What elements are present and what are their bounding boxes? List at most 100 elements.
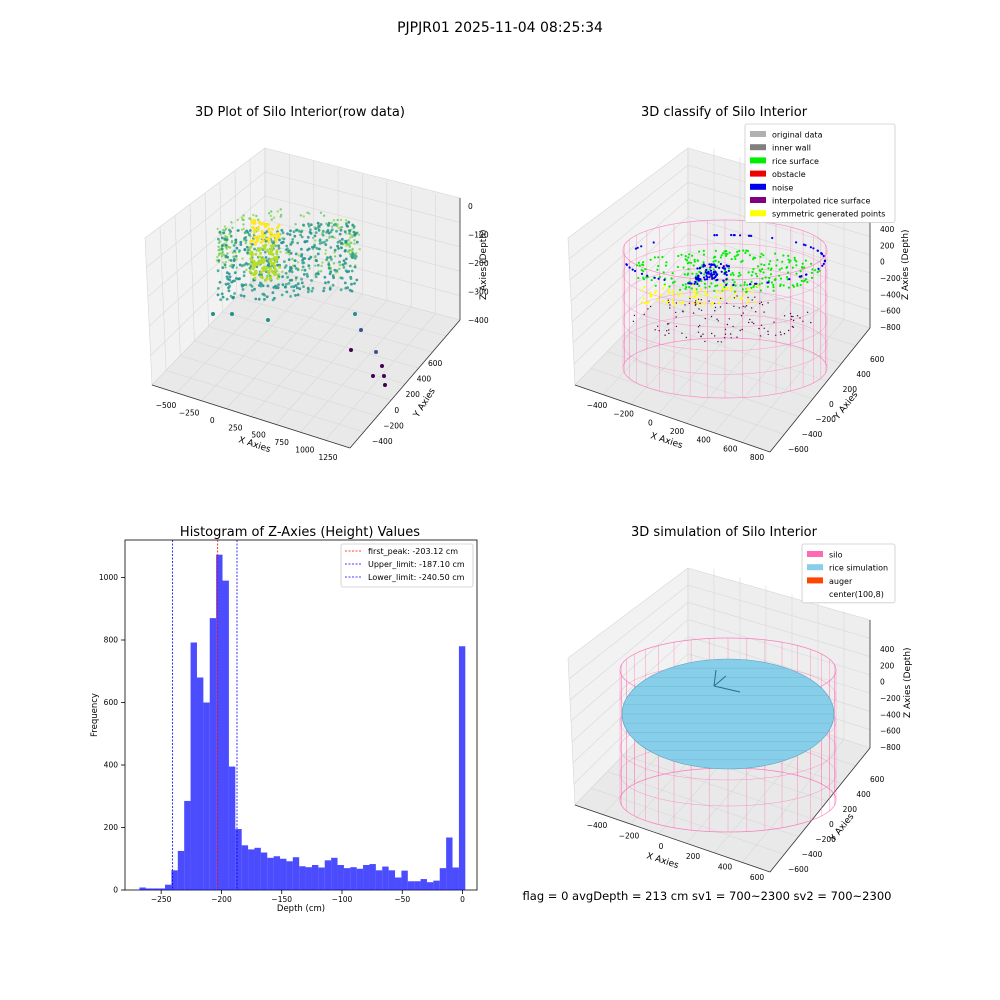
data-point [270,218,273,221]
data-point [307,222,310,226]
rice-surface-point [654,284,657,287]
z-tick-label: −200 [880,274,901,283]
data-point [330,228,334,232]
interpolated-point [643,313,645,316]
grid-line [300,306,412,433]
data-point [284,248,288,252]
interpolated-point [716,318,718,320]
grid-line [572,233,689,344]
symmetric-point [665,301,668,305]
data-point [273,264,277,268]
symmetric-point [697,302,700,305]
data-point [241,288,245,291]
rice-surface-point [653,256,657,259]
data-point [337,247,340,250]
data-point [302,273,306,276]
data-point [353,282,356,285]
interpolated-point [688,302,691,304]
histogram-bar [152,888,159,890]
data-point [297,254,301,257]
noise-point [747,234,751,237]
histogram-ticks: −250 −200 −150 −100 −50 0 0 200 400 600 800 1000 [99,573,465,904]
data-point [218,230,222,234]
data-point [313,234,317,238]
data-point [300,230,303,234]
data-point [342,266,346,269]
data-point [289,229,292,233]
noise-point [788,278,791,281]
data-point [265,276,269,280]
interpolated-point [806,311,809,313]
data-point [332,223,336,227]
noise-point [652,241,655,244]
rice-surface-point [782,284,785,287]
rice-surface-point [687,272,690,275]
histogram-bar [273,856,281,890]
rice-surface-point [703,273,706,276]
interpolated-point [759,335,762,337]
data-point [257,221,261,224]
y-tick-label: 200 [843,805,858,814]
symmetric-point [654,292,657,295]
data-point [224,266,227,269]
noise-point [812,247,815,250]
data-point [350,282,353,286]
symmetric-point [672,301,675,304]
rice-surface-point [752,284,756,287]
rice-surface-point [789,259,792,262]
data-point [280,213,283,217]
rice-surface-point [650,279,653,282]
data-point [251,225,255,229]
rice-surface-point [772,283,775,286]
histogram-bar [228,766,236,890]
histogram-bar [426,882,434,890]
data-point [242,294,246,298]
grid-line [571,636,689,743]
data-point [260,276,264,280]
rice-surface-point [788,261,791,264]
data-point [246,249,250,252]
data-point [266,284,270,288]
data-point [316,221,320,225]
data-point [230,241,234,244]
rice-surface-point [767,267,770,270]
data-point [270,257,274,261]
data-point [332,262,336,265]
noise-point [817,267,820,270]
data-point [227,272,231,276]
rice-surface-point [690,287,693,290]
z-tick-label: 0 [880,258,885,267]
noise-point [725,273,728,277]
histogram-bar [177,850,185,890]
histogram-bar [184,800,191,890]
rice-surface-point [750,274,753,277]
data-point [257,218,260,221]
symmetric-point [716,290,719,293]
data-point [339,226,343,229]
rice-surface-point [702,261,705,264]
interpolated-point [689,297,691,300]
grid-line [569,602,689,701]
data-point [293,264,297,268]
rice-surface-point [741,259,744,262]
x-tick-label: −150 [271,895,292,904]
y-tick-label: −400 [802,430,823,439]
interpolated-point [759,302,761,305]
data-point [235,266,238,269]
noise-point [709,269,713,272]
grid-line [741,739,845,863]
rice-surface-point [642,270,645,273]
data-point [255,237,259,241]
rice-surface-point [702,249,705,252]
noise-point [636,246,639,249]
data-point [331,225,334,228]
noise-point [820,252,823,255]
symmetric-point [680,292,683,295]
x-tick-label: 750 [275,438,290,447]
interpolated-point [664,334,666,336]
grid-line [264,219,461,272]
data-point [324,252,327,255]
symmetric-point [659,294,662,297]
data-point [371,374,375,378]
interpolated-point [658,330,660,332]
